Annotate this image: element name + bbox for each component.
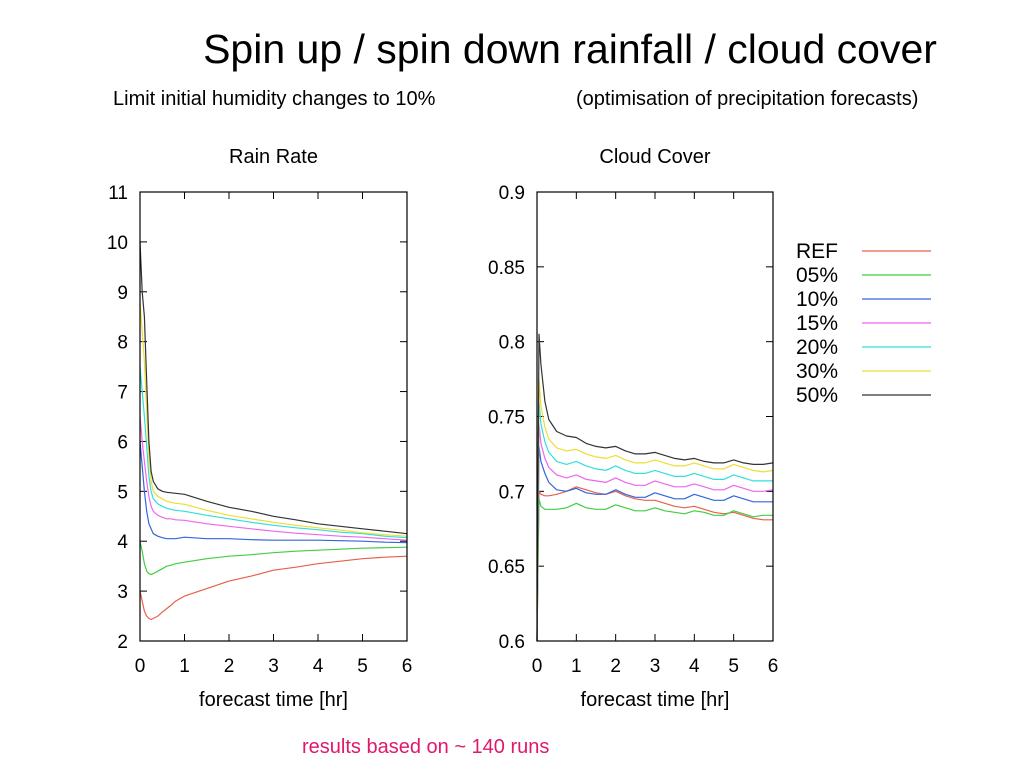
rain-series-20pct bbox=[139, 366, 408, 539]
rain-ytick-label-2: 4 bbox=[117, 532, 128, 553]
cloud-xtick-label-1: 1 bbox=[571, 656, 582, 677]
rain-ytick-label-4: 6 bbox=[117, 432, 128, 453]
cloud-ytick-label-1: 0.65 bbox=[488, 557, 525, 578]
cloud-series-10pct bbox=[536, 445, 773, 642]
rain-xtick-label-3: 3 bbox=[268, 656, 279, 677]
cloud-ytick-label-0: 0.6 bbox=[499, 632, 525, 653]
rain-ytick-label-3: 5 bbox=[117, 482, 128, 503]
rain-xtick-label-4: 4 bbox=[313, 656, 324, 677]
rain-rate-chart: Rain Rate 2 3 4 5 6 7 8 9 10 11 0 1 2 3 4 5 6 forecast tim… bbox=[107, 146, 412, 711]
rain-plot-frame bbox=[139, 191, 408, 642]
legend-label-50pct: 50% bbox=[796, 384, 838, 407]
cloud-ytick-label-5: 0.85 bbox=[488, 258, 525, 279]
rain-ytick-label-6: 8 bbox=[117, 333, 128, 354]
cloud-xtick-label-6: 6 bbox=[768, 656, 779, 677]
rain-ytick-label-7: 9 bbox=[117, 283, 128, 304]
rain-ytick-label-5: 7 bbox=[117, 383, 128, 404]
legend-label-10pct: 10% bbox=[796, 288, 838, 311]
legend-label-REF: REF bbox=[796, 240, 838, 263]
cloud-xtick-label-3: 3 bbox=[650, 656, 661, 677]
rain-ytick-label-1: 3 bbox=[117, 582, 128, 603]
cloud-xtick-label-4: 4 bbox=[689, 656, 700, 677]
legend-label-30pct: 30% bbox=[796, 360, 838, 383]
subtitle-humidity-limit: Limit initial humidity changes to 10% bbox=[113, 88, 436, 110]
slide-title: Spin up / spin down rainfall / cloud cov… bbox=[203, 26, 937, 72]
cloud-xlabel: forecast time [hr] bbox=[581, 689, 730, 711]
rain-series-REF bbox=[139, 555, 408, 621]
legend-label-20pct: 20% bbox=[796, 336, 838, 359]
cloud-ytick-label-4: 0.8 bbox=[499, 333, 525, 354]
cloud-plot-frame bbox=[536, 191, 774, 642]
cloud-ytick-label-2: 0.7 bbox=[499, 482, 525, 503]
cloud-series-05pct bbox=[536, 498, 773, 642]
rain-xtick-label-6: 6 bbox=[402, 656, 413, 677]
rain-series-50pct bbox=[139, 241, 408, 535]
footnote: results based on ~ 140 runs bbox=[302, 736, 550, 758]
legend-label-05pct: 05% bbox=[796, 264, 838, 287]
cloud-xtick-label-2: 2 bbox=[610, 656, 621, 677]
cloud-ytick-label-6: 0.9 bbox=[499, 183, 525, 204]
cloud-series-REF bbox=[536, 486, 773, 642]
rain-ytick-label-9: 11 bbox=[108, 183, 128, 204]
rain-chart-title: Rain Rate bbox=[229, 146, 318, 168]
cloud-chart-title: Cloud Cover bbox=[599, 146, 711, 168]
rain-xtick-label-5: 5 bbox=[357, 656, 368, 677]
cloud-series-15pct bbox=[536, 423, 774, 642]
rain-series-30pct bbox=[139, 301, 408, 537]
rain-xtick-label-1: 1 bbox=[179, 656, 190, 677]
rain-series-05pct bbox=[139, 541, 408, 576]
rain-xlabel: forecast time [hr] bbox=[199, 689, 348, 711]
cloud-series-30pct bbox=[536, 378, 774, 642]
rain-xtick-label-0: 0 bbox=[135, 656, 146, 677]
cloud-xtick-label-5: 5 bbox=[728, 656, 739, 677]
cloud-cover-chart: Cloud Cover 0.6 0.65 0.7 0.75 0.8 0.85 0.9 0 1 2 3 4… bbox=[488, 146, 778, 711]
rain-xtick-label-2: 2 bbox=[224, 656, 235, 677]
legend-label-15pct: 15% bbox=[796, 312, 838, 335]
rain-ytick-label-8: 10 bbox=[107, 233, 128, 254]
cloud-series-50pct bbox=[536, 333, 774, 642]
rain-series-10pct bbox=[139, 441, 408, 544]
cloud-ytick-label-3: 0.75 bbox=[488, 408, 525, 429]
rain-series-15pct bbox=[139, 416, 408, 541]
cloud-series-20pct bbox=[536, 400, 773, 642]
cloud-xtick-label-0: 0 bbox=[532, 656, 543, 677]
rain-ytick-label-0: 2 bbox=[117, 632, 128, 653]
subtitle-optimisation: (optimisation of precipitation forecasts… bbox=[576, 88, 919, 110]
